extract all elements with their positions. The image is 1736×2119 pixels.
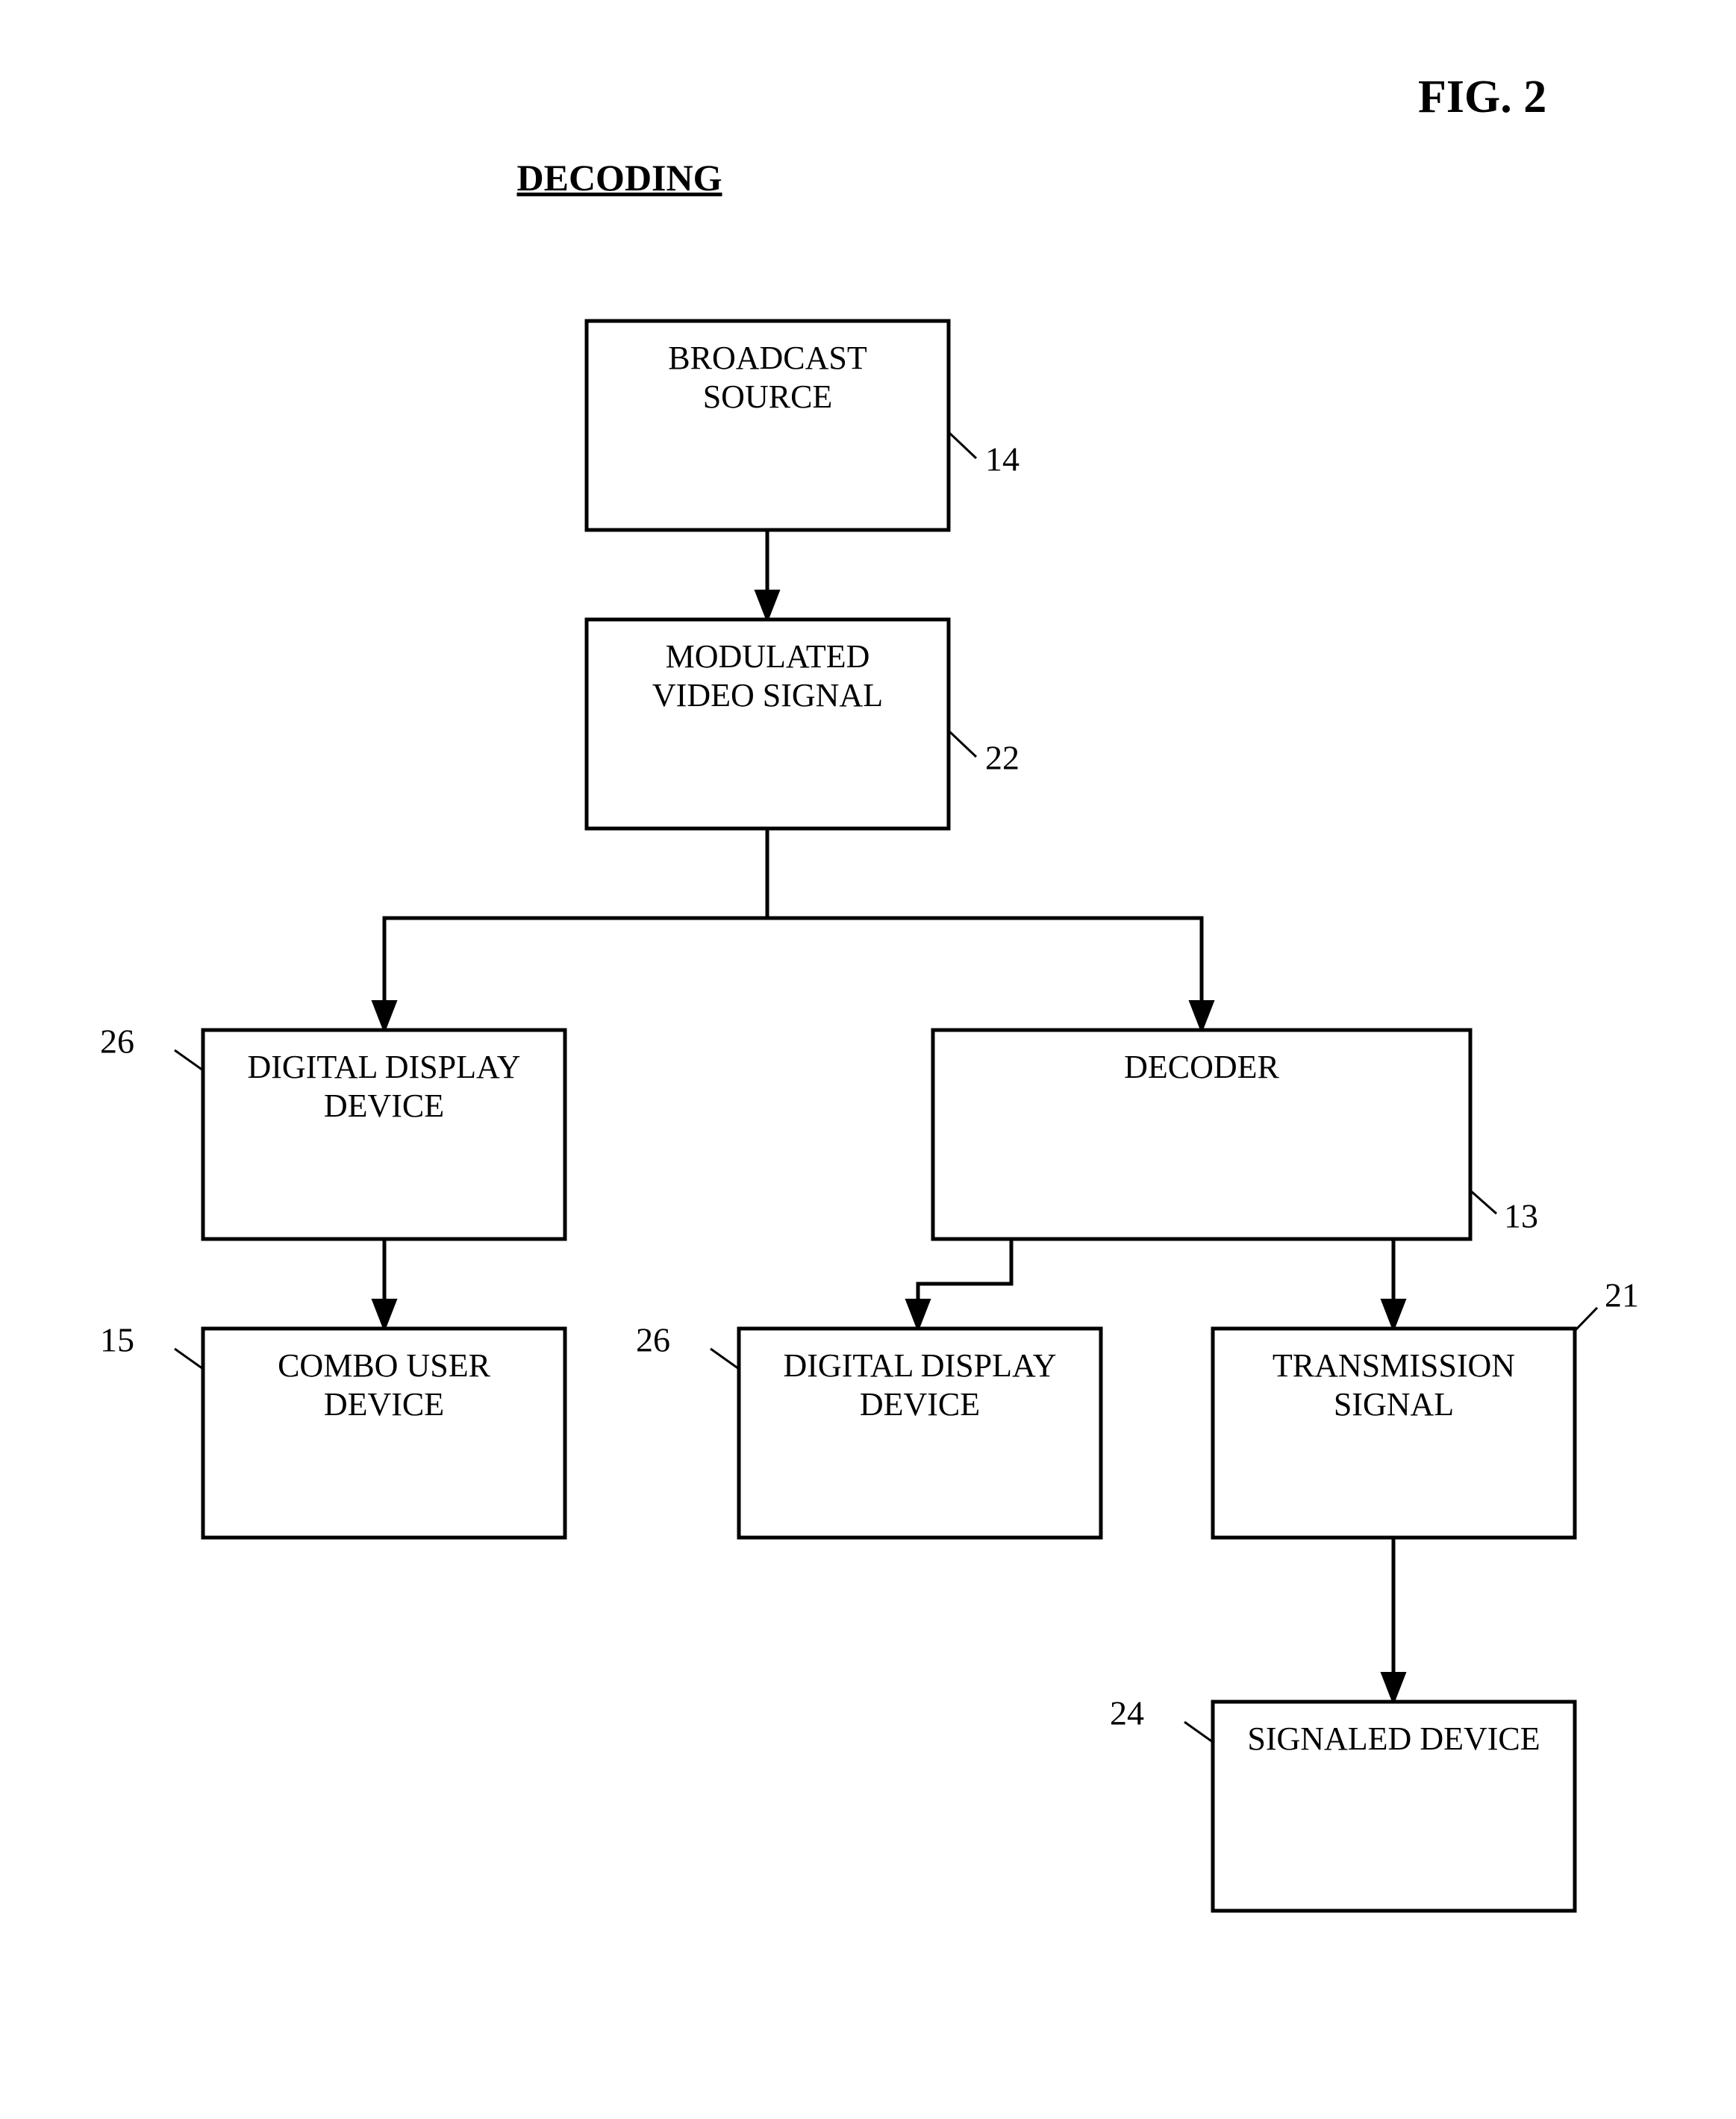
node-label-modulated-0: MODULATED	[666, 638, 870, 675]
ref-decoder: 13	[1504, 1197, 1538, 1235]
ref-combo: 15	[100, 1321, 134, 1359]
node-decoder: DECODER 13	[933, 1030, 1538, 1239]
node-label-ddd1-1: DEVICE	[324, 1087, 444, 1124]
ref-ddd2: 26	[636, 1321, 670, 1359]
header-title: DECODING	[516, 157, 722, 199]
node-label-signaled-0: SIGNALED DEVICE	[1247, 1720, 1540, 1757]
node-label-combo-1: DEVICE	[324, 1386, 444, 1423]
node-label-modulated-1: VIDEO SIGNAL	[652, 677, 883, 714]
ref-trans: 21	[1605, 1276, 1639, 1314]
node-label-combo-0: COMBO USER	[278, 1347, 490, 1384]
node-label-ddd1-0: DIGITAL DISPLAY	[248, 1049, 521, 1085]
node-label-broadcast-0: BROADCAST	[668, 340, 867, 376]
node-label-trans-1: SIGNAL	[1334, 1386, 1454, 1423]
node-label-ddd2-0: DIGITAL DISPLAY	[784, 1347, 1057, 1384]
diagram-container: FIG. 2 DECODING BROADCASTSOURCE 14 MODULATED…	[0, 0, 1736, 2119]
node-label-trans-0: TRANSMISSION	[1273, 1347, 1515, 1384]
node-label-decoder-0: DECODER	[1124, 1049, 1279, 1085]
node-label-ddd2-1: DEVICE	[860, 1386, 980, 1423]
ref-broadcast: 14	[985, 440, 1020, 478]
ref-modulated: 22	[985, 739, 1020, 777]
node-label-broadcast-1: SOURCE	[703, 378, 833, 415]
ref-signaled: 24	[1110, 1694, 1144, 1732]
ref-ddd1: 26	[100, 1023, 134, 1061]
figure-label: FIG. 2	[1418, 72, 1546, 122]
